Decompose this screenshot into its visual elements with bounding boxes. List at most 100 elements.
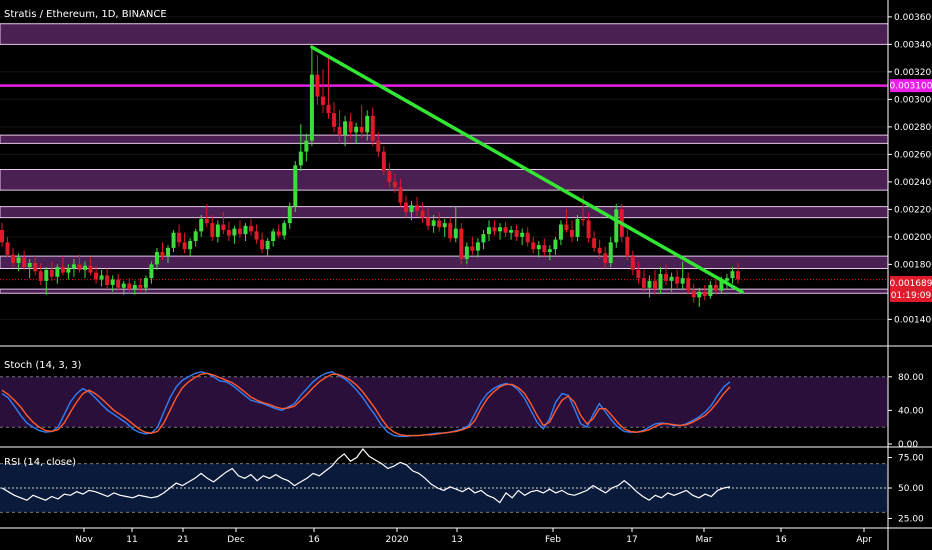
candle-body bbox=[647, 280, 652, 288]
candle bbox=[431, 214, 436, 233]
stoch-band-fill bbox=[0, 376, 888, 428]
candle bbox=[569, 220, 574, 243]
candle-body bbox=[154, 252, 159, 265]
candle-body bbox=[171, 232, 176, 248]
candle bbox=[597, 239, 602, 259]
resistance-zone[interactable] bbox=[0, 134, 889, 144]
candle bbox=[315, 55, 320, 105]
candle-body bbox=[719, 280, 724, 291]
stoch-line-k bbox=[1, 371, 731, 438]
candle bbox=[481, 230, 486, 250]
candle-body bbox=[691, 290, 696, 298]
candle bbox=[475, 238, 480, 258]
candle-body bbox=[105, 275, 110, 285]
resistance-zone[interactable] bbox=[0, 206, 889, 219]
candle bbox=[232, 225, 237, 244]
candle bbox=[614, 203, 619, 248]
symbol-title[interactable]: Stratis / Ethereum, 1D, BINANCE bbox=[4, 9, 167, 20]
candle bbox=[271, 228, 276, 247]
candle-body bbox=[669, 276, 674, 281]
candle-body bbox=[658, 274, 663, 290]
candle bbox=[326, 58, 331, 119]
candle bbox=[736, 263, 740, 284]
candle bbox=[365, 110, 370, 141]
resistance-zone[interactable] bbox=[0, 255, 889, 269]
candle-body bbox=[221, 224, 226, 230]
candle-body bbox=[127, 283, 132, 290]
candle bbox=[320, 69, 325, 114]
candle bbox=[376, 132, 381, 158]
candle bbox=[675, 269, 680, 288]
candle-body bbox=[304, 140, 309, 152]
candle-body bbox=[354, 126, 359, 133]
candle-body bbox=[166, 247, 171, 257]
candle bbox=[177, 224, 182, 247]
candle-body bbox=[641, 278, 646, 288]
candle bbox=[254, 224, 259, 244]
candle bbox=[525, 227, 530, 247]
resistance-price-label: 0.003100 bbox=[890, 79, 932, 93]
rsi-tick-label: 75.00 bbox=[898, 454, 924, 464]
trendline[interactable] bbox=[310, 45, 744, 294]
candle-body bbox=[254, 231, 259, 240]
candle bbox=[55, 264, 60, 284]
candle-body bbox=[210, 223, 215, 237]
rsi-tick-label: 50.00 bbox=[898, 484, 924, 494]
rsi-title[interactable]: RSI (14, close) bbox=[4, 457, 76, 468]
candle bbox=[553, 236, 558, 255]
stoch-tick-label: 40.00 bbox=[898, 406, 924, 416]
candle-body bbox=[243, 225, 248, 235]
candle bbox=[243, 223, 248, 241]
candle bbox=[348, 113, 353, 138]
candle-body bbox=[525, 232, 530, 243]
candle bbox=[260, 232, 265, 254]
candle bbox=[503, 221, 508, 237]
candle-body bbox=[271, 231, 276, 241]
candle-body bbox=[569, 230, 574, 237]
candle bbox=[564, 209, 569, 233]
candle-body bbox=[475, 242, 480, 251]
candle bbox=[77, 254, 82, 273]
candle bbox=[337, 110, 342, 144]
resistance-zone[interactable] bbox=[0, 169, 889, 191]
stoch-title[interactable]: Stoch (14, 3, 3) bbox=[4, 360, 81, 371]
candle-body bbox=[403, 202, 408, 213]
candle-body bbox=[686, 278, 691, 291]
candle bbox=[121, 280, 126, 295]
candle bbox=[304, 133, 309, 162]
candle-body bbox=[370, 115, 375, 141]
candle bbox=[44, 267, 49, 295]
candle-body bbox=[503, 227, 508, 233]
candle-body bbox=[116, 279, 121, 288]
resistance-zone[interactable] bbox=[0, 288, 889, 294]
candle bbox=[171, 230, 176, 252]
time-axis[interactable]: Nov 11 21 Dec 16 2020 13 Feb 17 Mar 16 Apr bbox=[75, 528, 872, 545]
candle-body bbox=[232, 228, 237, 236]
candle-body bbox=[71, 264, 76, 269]
candle-body bbox=[160, 252, 165, 257]
resistance-zone[interactable] bbox=[0, 23, 889, 45]
candle-body bbox=[381, 151, 386, 171]
candle bbox=[420, 202, 425, 224]
time-tick-label: 21 bbox=[177, 535, 188, 545]
candle bbox=[459, 223, 464, 265]
time-tick-label: 2020 bbox=[386, 535, 409, 545]
candle bbox=[210, 214, 215, 241]
candle-body bbox=[88, 265, 93, 273]
candle bbox=[94, 265, 99, 284]
candle-body bbox=[149, 264, 154, 279]
candle bbox=[531, 236, 536, 254]
candle-body bbox=[193, 231, 198, 241]
candle bbox=[287, 202, 292, 229]
candle-body bbox=[614, 209, 619, 243]
candle-body bbox=[675, 276, 680, 284]
candle-body bbox=[597, 247, 602, 254]
